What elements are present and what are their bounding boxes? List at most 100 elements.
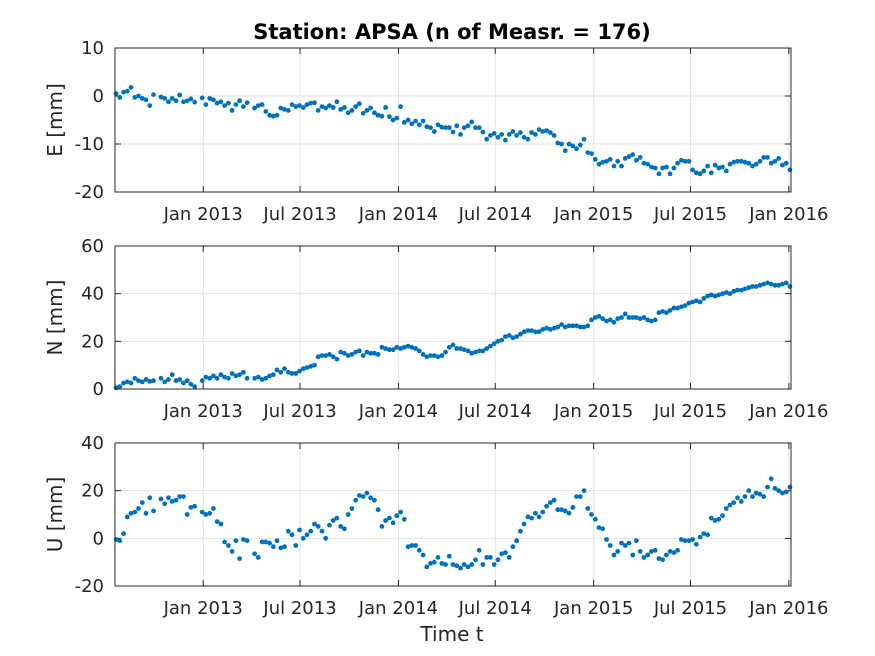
data-point — [289, 532, 295, 538]
data-point — [319, 353, 325, 358]
data-point — [693, 170, 699, 176]
data-point — [544, 128, 549, 134]
data-point — [184, 378, 190, 384]
data-point — [701, 531, 707, 536]
x-tick-label: Jan 2013 — [163, 204, 243, 225]
data-point — [136, 93, 141, 99]
data-point — [405, 117, 411, 123]
axes-box-east — [114, 47, 792, 193]
data-point — [222, 374, 228, 380]
y-axis-label-east: E [mm] — [43, 83, 67, 157]
data-point — [293, 543, 299, 548]
data-point — [184, 512, 190, 517]
data-point — [626, 154, 632, 159]
data-point — [619, 540, 624, 546]
x-axis-label: Time t — [419, 622, 483, 646]
data-point — [372, 497, 377, 503]
data-point — [529, 328, 534, 333]
panel-north: Jan 2013 Jul 2013 Jan 2014 Jul 2014 Jan 2015… — [43, 236, 829, 422]
data-point — [682, 158, 688, 164]
data-point — [349, 108, 355, 113]
data-point — [615, 549, 621, 554]
data-point — [207, 510, 213, 516]
data-point — [637, 549, 643, 554]
data-point — [263, 539, 269, 545]
data-point — [551, 133, 557, 138]
data-point — [390, 347, 396, 353]
data-point — [349, 352, 355, 357]
x-tick-label: Jan 2016 — [748, 401, 828, 422]
data-point — [334, 99, 340, 105]
data-point — [424, 354, 430, 360]
data-point — [476, 348, 482, 354]
data-point — [169, 499, 175, 504]
data-point — [285, 369, 291, 375]
data-point — [783, 489, 789, 495]
data-point — [229, 371, 235, 376]
data-point — [634, 157, 639, 163]
data-point — [394, 115, 400, 121]
data-point — [398, 104, 403, 109]
data-point — [241, 369, 246, 375]
data-point — [630, 552, 636, 558]
data-point — [664, 552, 669, 558]
data-point — [229, 549, 235, 554]
data-point — [308, 528, 314, 534]
data-point — [368, 495, 373, 501]
data-point — [679, 537, 684, 542]
data-point — [241, 104, 246, 109]
data-point — [375, 507, 381, 513]
data-point — [716, 292, 722, 298]
data-point — [690, 167, 695, 173]
data-point — [675, 305, 680, 311]
data-point — [383, 518, 388, 523]
data-point — [697, 299, 703, 305]
data-point — [169, 372, 175, 378]
data-point — [480, 129, 486, 135]
data-point — [267, 112, 272, 118]
data-point — [293, 371, 299, 376]
data-point — [619, 163, 624, 169]
data-point — [226, 100, 231, 106]
data-point — [787, 284, 793, 289]
data-point — [188, 505, 194, 510]
data-point — [577, 142, 583, 148]
data-point — [300, 105, 306, 110]
data-point — [252, 105, 257, 111]
data-point — [600, 159, 606, 165]
panel-east: Jan 2013 Jul 2013 Jan 2014 Jul 2014 Jan 2015… — [43, 38, 829, 225]
data-point — [697, 171, 703, 177]
data-point — [428, 125, 433, 131]
data-point — [499, 132, 505, 137]
data-point — [282, 544, 287, 550]
x-tick-label: Jan 2015 — [553, 204, 633, 225]
data-point — [338, 107, 344, 112]
data-point — [641, 315, 647, 320]
data-point — [783, 280, 789, 286]
y-tick-label: 0 — [93, 379, 104, 400]
data-point — [652, 317, 658, 323]
data-point — [162, 501, 168, 507]
data-point — [431, 353, 437, 358]
data-point — [334, 515, 340, 521]
data-point — [615, 316, 621, 322]
x-tick-label: Jan 2016 — [748, 598, 828, 619]
data-point — [589, 512, 594, 517]
y-axis-label-north: N [mm] — [43, 280, 67, 356]
data-point — [319, 104, 325, 109]
data-point — [686, 538, 692, 544]
data-point — [323, 535, 329, 541]
data-point — [570, 323, 576, 329]
data-point — [226, 543, 231, 548]
y-tick-label: -10 — [75, 134, 104, 155]
data-point — [173, 497, 179, 503]
data-point — [263, 109, 269, 114]
data-point — [222, 539, 228, 545]
data-point — [510, 544, 516, 550]
data-point — [446, 344, 452, 350]
data-point — [345, 110, 351, 116]
data-point — [413, 118, 418, 124]
data-point — [619, 315, 624, 320]
data-point — [480, 348, 486, 354]
